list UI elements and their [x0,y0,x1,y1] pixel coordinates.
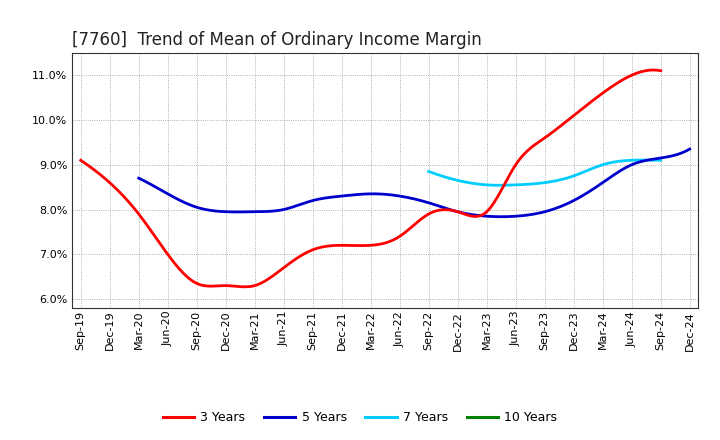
Text: [7760]  Trend of Mean of Ordinary Income Margin: [7760] Trend of Mean of Ordinary Income … [72,31,482,49]
Legend: 3 Years, 5 Years, 7 Years, 10 Years: 3 Years, 5 Years, 7 Years, 10 Years [158,407,562,429]
